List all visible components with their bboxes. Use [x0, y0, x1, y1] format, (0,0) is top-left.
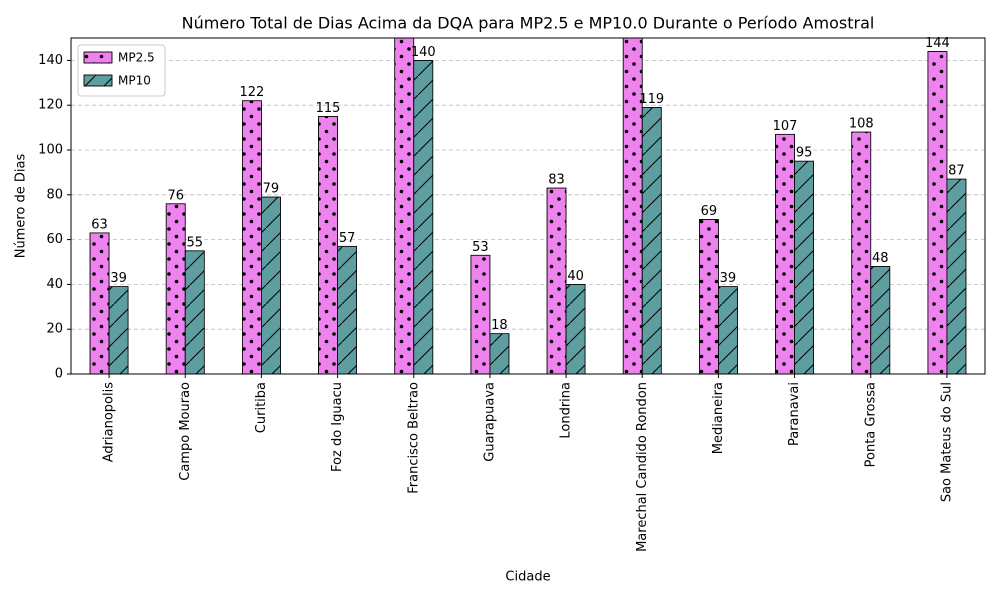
value-label: 122 — [239, 85, 264, 100]
bar-hatch — [165, 203, 186, 374]
bar-hatch — [565, 284, 586, 374]
value-label: 39 — [110, 271, 127, 286]
value-label: 108 — [849, 117, 874, 132]
y-tick-label: 140 — [38, 53, 63, 68]
chart-title: Número Total de Dias Acima da DQA para M… — [182, 14, 875, 33]
x-tick-label: Paranavai — [787, 382, 802, 446]
bar-hatch — [718, 286, 738, 374]
legend-label: MP10 — [118, 74, 151, 88]
x-tick-label: Londrina — [559, 382, 574, 439]
x-tick-label: Ponta Grossa — [863, 382, 878, 467]
y-tick-label: 100 — [38, 143, 63, 158]
bar-hatch — [108, 286, 129, 374]
bar-hatch — [546, 187, 567, 374]
bar-hatch — [413, 60, 434, 374]
bars — [89, 38, 967, 374]
y-tick-label: 0 — [55, 367, 63, 382]
value-label: 115 — [316, 101, 341, 116]
y-tick-label: 60 — [46, 232, 63, 247]
value-label: 63 — [91, 217, 108, 232]
bar-hatch — [184, 250, 205, 374]
value-label: 140 — [411, 45, 436, 60]
value-label: 48 — [872, 251, 889, 266]
x-tick-label: Foz do Iguacu — [330, 382, 345, 472]
bar-hatch — [394, 38, 415, 374]
value-label: 57 — [339, 231, 356, 246]
y-tick-label: 40 — [46, 277, 63, 292]
x-tick-label: Medianeira — [711, 382, 726, 454]
value-label: 76 — [167, 188, 184, 203]
value-label: 39 — [720, 271, 737, 286]
y-tick-label: 120 — [38, 98, 63, 113]
legend-label: MP2.5 — [118, 51, 155, 65]
plot-frame — [70, 37, 986, 375]
bar-hatch — [946, 178, 967, 374]
y-tick-label: 80 — [46, 187, 63, 202]
bar-hatch — [870, 266, 891, 374]
x-tick-label: Curitiba — [254, 382, 269, 433]
x-axis-label: Cidade — [505, 570, 550, 585]
value-label: 95 — [796, 146, 813, 161]
bar-hatch — [89, 232, 110, 374]
value-label: 119 — [639, 92, 664, 107]
bar-hatch — [927, 51, 948, 374]
x-tick-label: Francisco Beltrao — [406, 382, 421, 494]
bar-hatch — [851, 131, 872, 374]
value-label: 107 — [773, 119, 798, 134]
bar-hatch — [261, 196, 281, 374]
bar-hatch — [794, 160, 814, 374]
bar-hatch — [622, 38, 643, 374]
bar-hatch — [699, 219, 719, 374]
legend-swatch-hatch — [83, 74, 113, 87]
x-tick-label: Adrianopolis — [102, 382, 117, 462]
bar-hatch — [337, 245, 357, 374]
grid — [71, 60, 985, 375]
value-label: 53 — [472, 240, 489, 255]
y-axis-label: Número de Dias — [14, 154, 29, 259]
bar-hatch — [318, 116, 338, 374]
bar-hatch — [489, 333, 510, 374]
value-label: 144 — [925, 36, 950, 51]
foreground: 0 20 40 60 80 100 120 140 Adrianopolis 63 39 Campo … — [38, 36, 965, 552]
x-tick-label: Sao Mateus do Sul — [939, 382, 954, 502]
value-label: 18 — [491, 318, 508, 333]
bar-hatch — [775, 133, 795, 374]
legend-swatch-hatch — [83, 51, 113, 64]
value-label: 79 — [263, 182, 280, 197]
value-label: 40 — [567, 269, 584, 284]
value-label: 87 — [948, 164, 965, 179]
x-tick-label: Marechal Candido Rondon — [635, 382, 650, 552]
x-tick-label: Guarapuava — [482, 382, 497, 462]
bar-hatch — [470, 254, 491, 374]
bar-hatch — [242, 100, 262, 374]
value-label: 83 — [548, 173, 565, 188]
y-tick-label: 20 — [46, 322, 63, 337]
value-label: 69 — [701, 204, 718, 219]
value-label: 55 — [186, 235, 203, 250]
x-tick-label: Campo Mourao — [178, 382, 193, 481]
bar-hatch — [641, 107, 662, 374]
